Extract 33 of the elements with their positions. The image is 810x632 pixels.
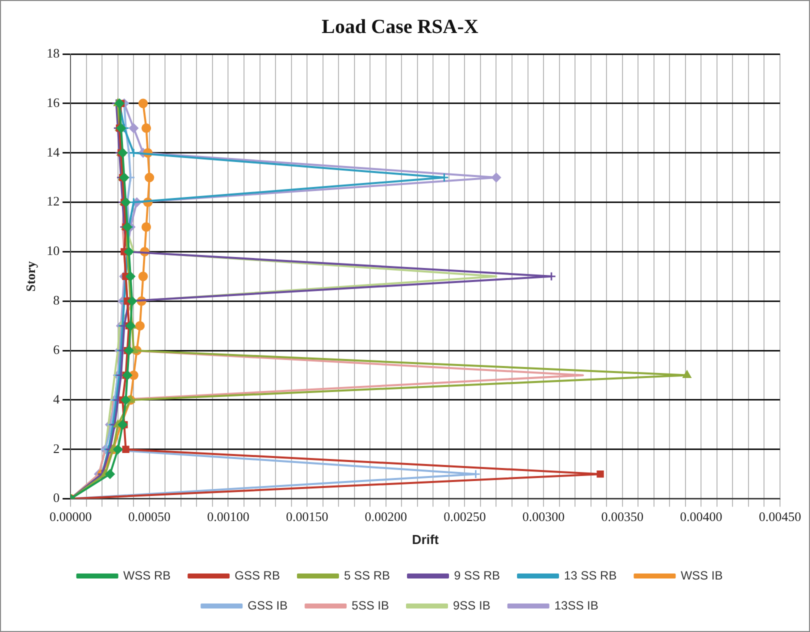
x-tick-label: 0.00300 bbox=[522, 509, 565, 524]
legend-label: GSS IB bbox=[248, 598, 288, 612]
y-tick-label: 18 bbox=[46, 45, 60, 60]
y-tick-label: 4 bbox=[53, 391, 60, 406]
y-axis-title: Story bbox=[23, 260, 38, 292]
legend-label: WSS IB bbox=[680, 568, 723, 582]
x-tick-label: 0.00450 bbox=[758, 509, 802, 524]
legend-label: 9SS IB bbox=[452, 598, 490, 612]
y-tick-label: 16 bbox=[46, 94, 60, 110]
legend-label: WSS RB bbox=[123, 568, 171, 582]
legend-label: 9 SS RB bbox=[454, 568, 500, 582]
x-tick-label: 0.00250 bbox=[444, 509, 486, 524]
x-tick-label: 0.00150 bbox=[286, 509, 328, 524]
x-tick-label: 0.00350 bbox=[601, 509, 644, 524]
y-tick-label: 2 bbox=[53, 440, 60, 456]
legend-label: GSS RB bbox=[234, 568, 280, 582]
chart-title: Load Case RSA-X bbox=[322, 16, 479, 38]
y-tick-label: 12 bbox=[46, 194, 60, 209]
y-tick-label: 10 bbox=[46, 243, 60, 258]
x-tick-label: 0.00200 bbox=[364, 509, 408, 524]
y-tick-label: 14 bbox=[46, 144, 60, 160]
y-tick-label: 6 bbox=[53, 342, 60, 357]
x-tick-label: 0.00400 bbox=[680, 509, 722, 524]
legend-label: 5SS IB bbox=[352, 598, 389, 612]
x-tick-label: 0.00000 bbox=[49, 509, 92, 524]
legend-label: 13SS IB bbox=[554, 598, 598, 612]
x-tick-label: 0.00050 bbox=[128, 509, 171, 524]
y-tick-label: 0 bbox=[53, 490, 60, 506]
y-tick-label: 8 bbox=[53, 292, 60, 308]
legend-label: 5 SS RB bbox=[344, 568, 390, 582]
x-axis-title: Drift bbox=[412, 532, 440, 547]
legend-label: 13 SS RB bbox=[564, 568, 617, 582]
x-tick-label: 0.00100 bbox=[207, 509, 250, 524]
